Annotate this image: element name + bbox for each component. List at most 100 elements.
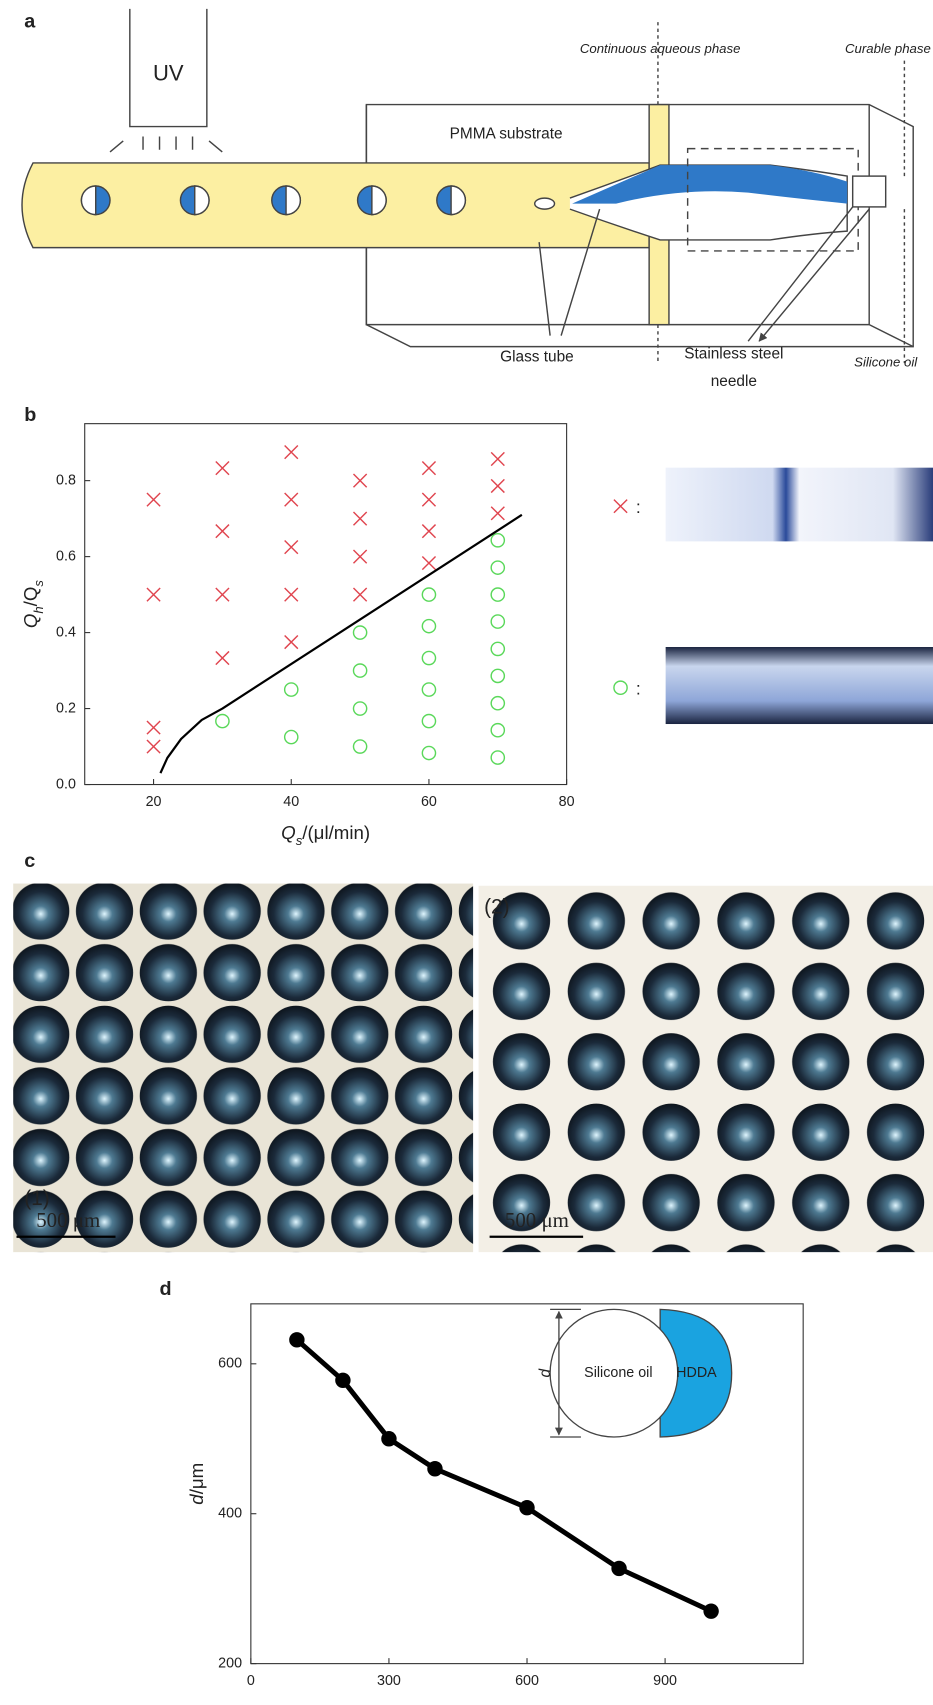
figure: a b c d UV Continuous aqueous phase Cura… [0,0,933,1700]
uv-label: UV [153,61,184,86]
scale-label: 500 μm [36,1208,100,1232]
data-point [285,683,298,696]
axis-label: d/μm [186,1463,207,1505]
data-point [422,525,435,538]
data-point [491,479,504,492]
substrate-label: PMMA substrate [450,125,563,142]
legend-entry: : [614,679,641,699]
micrograph-label: (1) [24,1187,50,1210]
micrograph-label: (2) [484,895,510,918]
data-point [491,642,504,655]
axis-label: Qh/Qs [20,580,46,629]
legend-images [666,468,933,724]
y-tick-label: 0.0 [56,776,76,792]
data-point [285,730,298,743]
panel-label: c [24,850,35,872]
data-point [353,512,366,525]
data-point [216,525,229,538]
x-tick-label: 80 [559,794,575,810]
data-point [353,588,366,601]
legend-entry: : [614,497,641,517]
data-point [422,588,435,601]
data-point [703,1603,718,1618]
legend-photo [666,647,933,724]
data-point [519,1500,534,1515]
data-point [422,683,435,696]
data-point [427,1461,442,1476]
x-tick-label: 40 [283,794,299,810]
data-point [491,534,504,547]
axis-label-part: h [31,606,46,613]
micrographs: (1) (2) 500 μm 500 μm [13,884,933,1253]
x-tick-label: 600 [515,1673,539,1689]
data-point [491,507,504,520]
inset-dimension: d [537,1368,554,1377]
data-point [216,462,229,475]
data-point [353,740,366,753]
data-point [285,635,298,648]
legend-photo [666,468,933,542]
y-tick-label: 0.6 [56,548,76,564]
axis-label-part: d [186,1494,207,1505]
y-tick-label: 200 [218,1655,242,1671]
data-point [285,493,298,506]
silicone-oil-label: Silicone oil [854,355,918,370]
data-point [491,751,504,764]
data-point [147,493,160,506]
legend-marker [614,500,627,513]
data-point [491,697,504,710]
legend-label: : [636,679,641,699]
x-tick-label: 60 [421,794,437,810]
data-point [285,446,298,459]
axis-label-part: /(μl/min) [302,822,370,843]
data-point [353,474,366,487]
x-tick-label: 20 [146,794,162,810]
y-tick-label: 0.4 [56,624,76,640]
data-point [491,615,504,628]
axis-label-part: Q [20,614,41,629]
legend-label: : [636,497,641,517]
y-tick-label: 400 [218,1505,242,1521]
data-point [422,746,435,759]
data-point [353,550,366,563]
x-tick-label: 0 [247,1673,255,1689]
y-tick-label: 0.2 [56,700,76,716]
data-point [491,724,504,737]
data-point [216,651,229,664]
data-point [422,493,435,506]
y-tick-label: 600 [218,1356,242,1372]
micrograph [479,886,933,1252]
panel-label: d [160,1278,172,1300]
data-point [611,1561,626,1576]
needle-label: needle [711,373,757,390]
x-tick-label: 900 [653,1673,677,1689]
data-point [353,664,366,677]
data-point [147,740,160,753]
data-point [289,1332,304,1347]
panel-label: b [24,404,36,426]
panel-label: a [24,10,36,32]
curable-phase-label: Curable phase [845,41,931,56]
data-point [491,669,504,682]
axis-label-part: s [31,580,46,587]
data-point [381,1431,396,1446]
axis-label-part: /Q [20,587,41,607]
axis-label-part: Q [281,822,296,843]
axis-label-part: /μm [186,1463,207,1495]
y-tick-label: 0.8 [56,472,76,488]
scale-label: 500 μm [505,1208,569,1232]
data-point [422,462,435,475]
glass-tube-label: Glass tube [500,349,574,366]
data-point [422,556,435,569]
inset-label: Silicone oil [584,1365,652,1381]
data-point [353,626,366,639]
data-point [422,620,435,633]
data-point [216,714,229,727]
data-point [491,588,504,601]
data-point [285,588,298,601]
data-point [491,452,504,465]
data-point [147,721,160,734]
data-line [160,515,521,773]
data-point [491,561,504,574]
needle-label: Stainless steel [684,345,783,362]
